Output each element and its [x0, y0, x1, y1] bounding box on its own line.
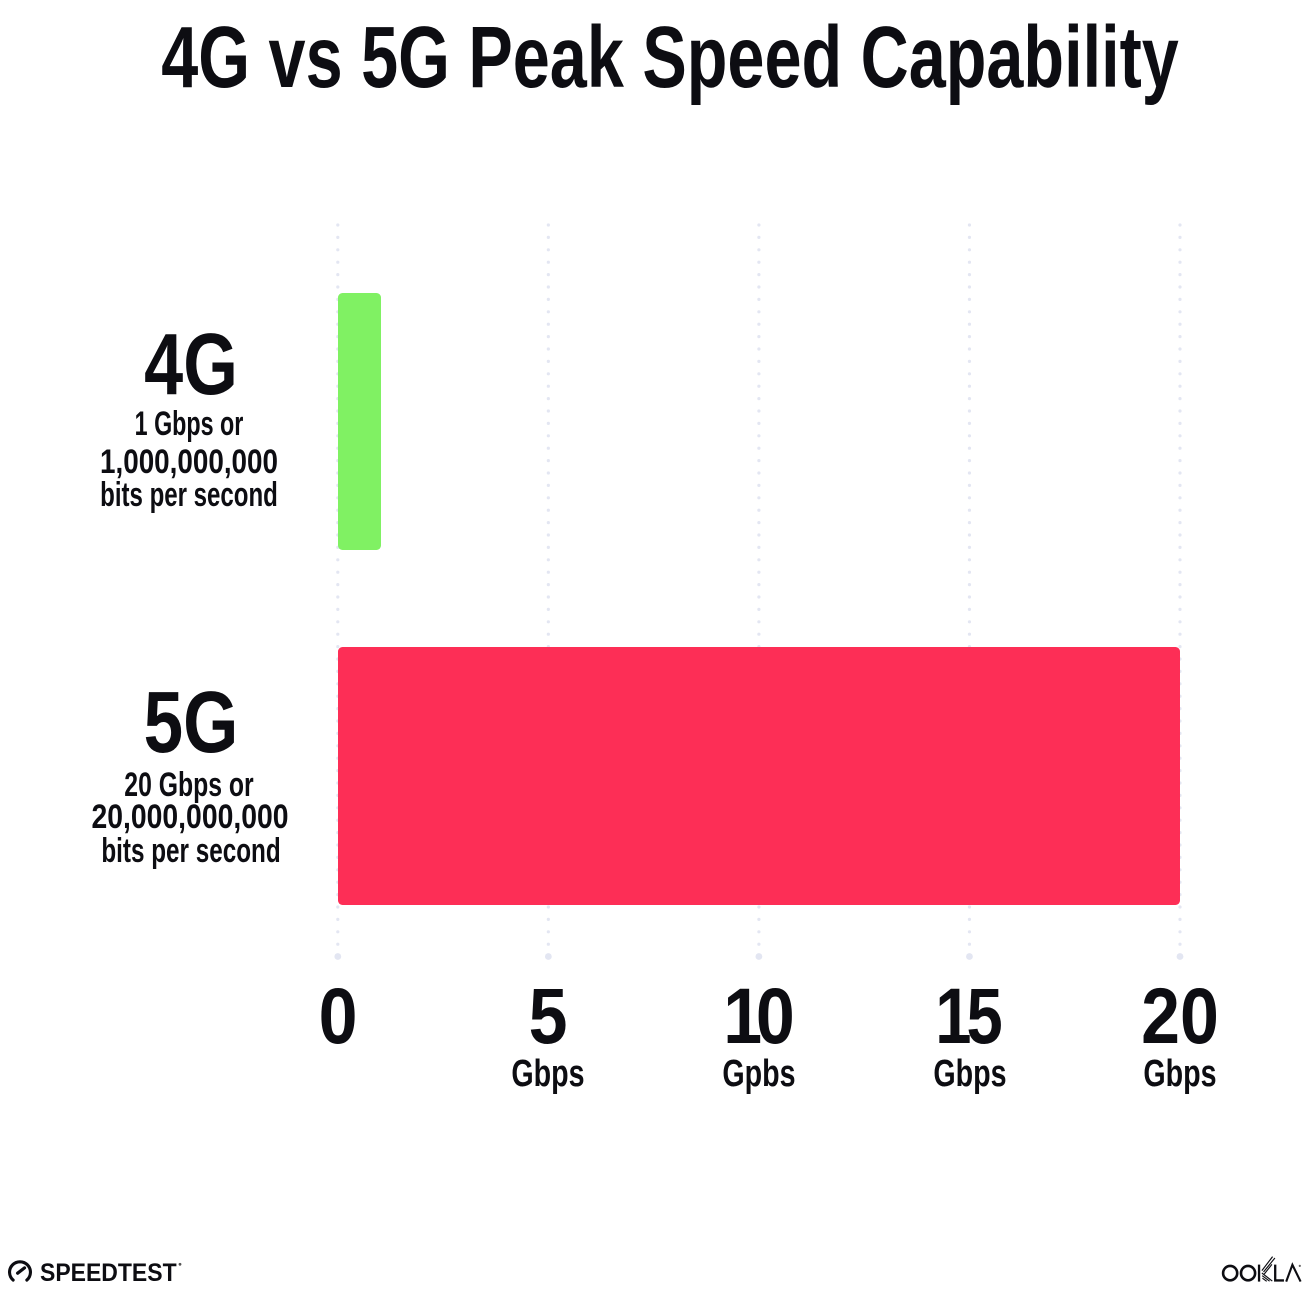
svg-text:SPEEDTEST: SPEEDTEST: [40, 1259, 177, 1287]
